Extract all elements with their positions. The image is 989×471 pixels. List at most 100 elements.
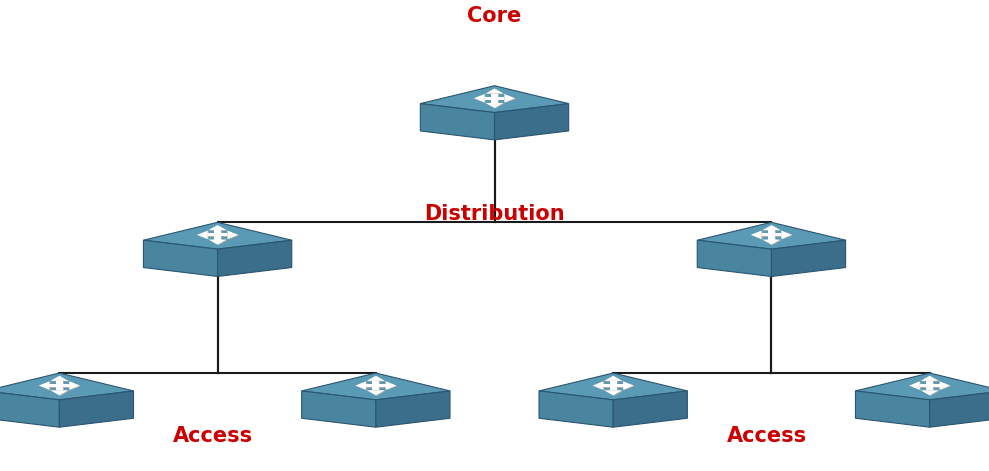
Polygon shape <box>209 240 226 244</box>
Polygon shape <box>420 104 494 140</box>
Polygon shape <box>377 384 387 388</box>
Polygon shape <box>374 386 381 391</box>
Polygon shape <box>927 381 933 386</box>
Polygon shape <box>218 233 227 236</box>
Polygon shape <box>613 384 623 387</box>
Polygon shape <box>922 391 940 396</box>
Polygon shape <box>59 391 134 427</box>
Text: Distribution: Distribution <box>424 204 565 224</box>
Polygon shape <box>751 230 762 239</box>
Polygon shape <box>70 382 81 390</box>
Polygon shape <box>218 240 292 276</box>
Polygon shape <box>931 384 941 388</box>
Polygon shape <box>921 384 931 388</box>
Polygon shape <box>49 384 59 387</box>
Polygon shape <box>941 382 951 390</box>
Polygon shape <box>215 235 221 240</box>
Polygon shape <box>922 376 940 382</box>
Polygon shape <box>605 376 623 382</box>
Polygon shape <box>752 231 763 240</box>
Polygon shape <box>209 225 226 230</box>
Polygon shape <box>474 94 485 103</box>
Polygon shape <box>486 103 503 108</box>
Polygon shape <box>228 231 239 240</box>
Polygon shape <box>376 391 450 427</box>
Polygon shape <box>302 391 376 427</box>
Polygon shape <box>605 391 623 396</box>
Polygon shape <box>764 240 781 245</box>
Polygon shape <box>610 386 616 390</box>
Polygon shape <box>215 230 221 235</box>
Polygon shape <box>855 391 930 427</box>
Polygon shape <box>769 231 776 236</box>
Polygon shape <box>921 376 939 381</box>
Polygon shape <box>486 97 495 100</box>
Polygon shape <box>539 391 613 427</box>
Polygon shape <box>51 376 69 382</box>
Polygon shape <box>928 386 935 391</box>
Polygon shape <box>143 240 218 276</box>
Text: Access: Access <box>726 426 807 446</box>
Polygon shape <box>219 234 228 237</box>
Polygon shape <box>603 384 613 387</box>
Text: Core: Core <box>468 7 521 26</box>
Polygon shape <box>592 381 603 390</box>
Polygon shape <box>604 384 614 388</box>
Polygon shape <box>771 233 781 236</box>
Polygon shape <box>855 373 989 400</box>
Polygon shape <box>930 391 989 427</box>
Polygon shape <box>494 97 504 100</box>
Polygon shape <box>39 381 49 390</box>
Polygon shape <box>604 390 622 395</box>
Polygon shape <box>57 386 64 391</box>
Polygon shape <box>56 381 62 386</box>
Polygon shape <box>909 381 920 390</box>
Polygon shape <box>593 382 604 390</box>
Polygon shape <box>764 226 781 231</box>
Polygon shape <box>368 376 386 382</box>
Polygon shape <box>60 384 70 388</box>
Polygon shape <box>769 236 776 240</box>
Polygon shape <box>367 376 385 381</box>
Polygon shape <box>611 386 618 391</box>
Polygon shape <box>762 233 771 236</box>
Polygon shape <box>475 95 486 103</box>
Polygon shape <box>910 382 921 390</box>
Polygon shape <box>928 382 935 386</box>
Polygon shape <box>367 390 385 395</box>
Polygon shape <box>302 373 450 400</box>
Polygon shape <box>216 231 223 236</box>
Polygon shape <box>610 381 616 386</box>
Polygon shape <box>930 384 940 387</box>
Polygon shape <box>487 89 504 94</box>
Polygon shape <box>782 231 793 240</box>
Polygon shape <box>51 391 69 396</box>
Polygon shape <box>209 234 219 237</box>
Polygon shape <box>492 94 497 98</box>
Polygon shape <box>487 104 504 109</box>
Polygon shape <box>386 381 397 390</box>
Polygon shape <box>504 94 515 103</box>
Polygon shape <box>367 384 377 388</box>
Polygon shape <box>420 86 569 113</box>
Polygon shape <box>768 235 774 240</box>
Polygon shape <box>216 236 223 240</box>
Polygon shape <box>763 234 772 237</box>
Polygon shape <box>768 230 774 235</box>
Polygon shape <box>356 382 367 390</box>
Polygon shape <box>494 104 569 140</box>
Polygon shape <box>781 230 792 239</box>
Polygon shape <box>0 373 134 400</box>
Polygon shape <box>50 376 68 381</box>
Polygon shape <box>208 233 218 236</box>
Polygon shape <box>485 97 494 100</box>
Polygon shape <box>611 382 618 386</box>
Polygon shape <box>604 376 622 381</box>
Polygon shape <box>493 94 499 99</box>
Polygon shape <box>368 391 386 396</box>
Polygon shape <box>366 384 376 387</box>
Polygon shape <box>505 95 516 103</box>
Polygon shape <box>486 89 503 94</box>
Polygon shape <box>374 382 381 386</box>
Polygon shape <box>50 384 60 388</box>
